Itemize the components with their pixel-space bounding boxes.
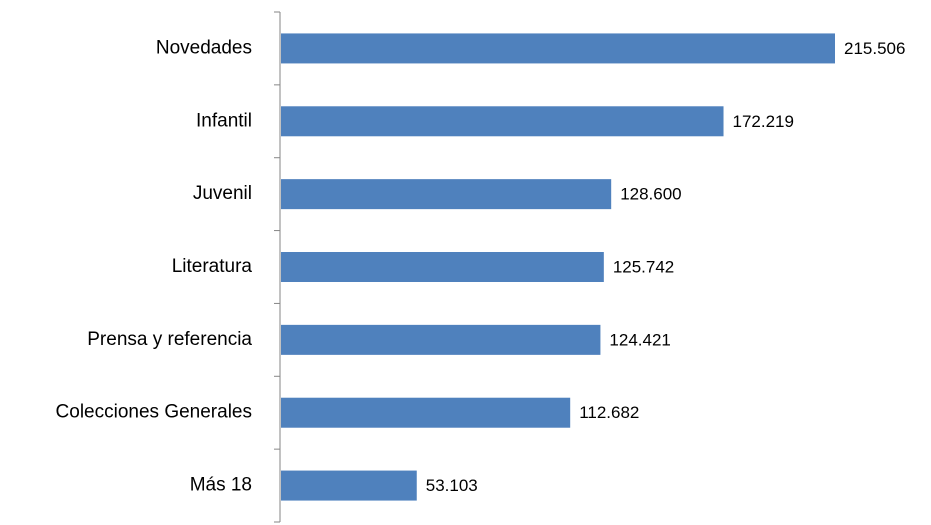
- bar: [281, 179, 612, 210]
- category-label: Más 18: [190, 475, 252, 496]
- value-label: 128.600: [620, 185, 681, 204]
- bar: [281, 252, 604, 282]
- value-label: 215.506: [844, 39, 905, 58]
- category-label: Juvenil: [193, 183, 252, 204]
- category-label: Prensa y referencia: [87, 329, 252, 350]
- category-label: Literatura: [172, 256, 253, 277]
- bar: [281, 397, 571, 428]
- bar: [281, 106, 724, 137]
- category-label: Infantil: [196, 110, 252, 131]
- value-label: 172.219: [733, 112, 794, 131]
- value-label: 124.421: [609, 330, 670, 349]
- category-label: Colecciones Generales: [56, 402, 252, 423]
- value-label: 53.103: [426, 476, 478, 495]
- value-label: 112.682: [579, 403, 639, 422]
- category-label: Novedades: [156, 37, 252, 58]
- bar: [281, 33, 835, 64]
- value-label: 125.742: [613, 257, 674, 276]
- bar: [281, 324, 601, 355]
- bar: [281, 470, 417, 501]
